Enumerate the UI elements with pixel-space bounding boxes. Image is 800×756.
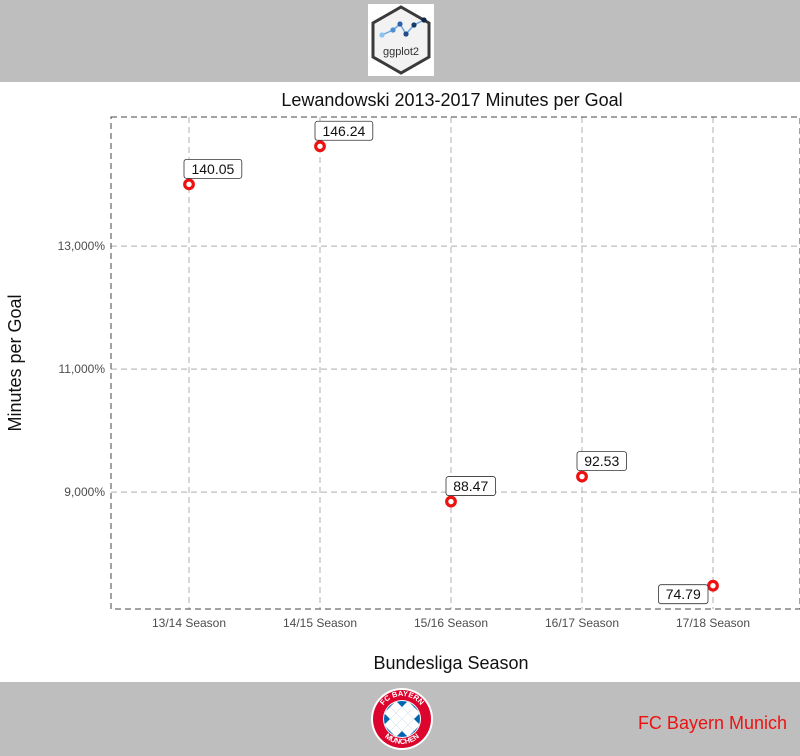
- data-label: 146.24: [314, 120, 374, 141]
- y-axis-label: Minutes per Goal: [5, 294, 25, 431]
- data-labels: 140.05 146.24 88.47 92.53 74.79: [183, 120, 709, 605]
- data-label-text: 146.24: [322, 123, 365, 139]
- club-name: FC Bayern Munich: [637, 713, 787, 733]
- x-axis-label: Bundesliga Season: [373, 653, 528, 673]
- data-point: [445, 495, 457, 508]
- ggplot2-logo-text: ggplot2: [383, 46, 419, 58]
- data-points: [183, 140, 719, 592]
- y-tick-label: 9,000%: [64, 485, 105, 499]
- data-point: [314, 140, 326, 153]
- badge-text-bottom: MÜNCHEN: [383, 732, 420, 747]
- x-tick-label: 16/17 Season: [545, 616, 619, 630]
- y-tick-label: 13,000%: [58, 239, 106, 253]
- data-point: [576, 470, 588, 483]
- data-label: 92.53: [576, 451, 627, 471]
- x-tick-label: 17/18 Season: [676, 616, 750, 630]
- scatter-chart: Lewandowski 2013-2017 Minutes per Goal 9…: [5, 90, 800, 673]
- data-label-text: 140.05: [191, 161, 234, 177]
- data-label-text: 74.79: [666, 586, 701, 602]
- data-label: 88.47: [445, 476, 496, 496]
- y-tick-label: 11,000%: [59, 362, 106, 376]
- data-point: [183, 178, 195, 191]
- fc-bayern-badge-icon: FC BAYERN MÜNCHEN: [371, 688, 433, 750]
- data-label-text: 92.53: [584, 453, 619, 469]
- x-gridlines: [188, 117, 714, 609]
- data-label-text: 88.47: [453, 478, 488, 494]
- x-tick-label: 14/15 Season: [283, 616, 357, 630]
- svg-text:MÜNCHEN: MÜNCHEN: [383, 732, 420, 747]
- x-tick-label: 13/14 Season: [152, 616, 226, 630]
- y-gridlines: [111, 245, 800, 493]
- x-tick-label: 15/16 Season: [414, 616, 488, 630]
- chart-title: Lewandowski 2013-2017 Minutes per Goal: [281, 90, 622, 110]
- plot-border: [110, 116, 800, 610]
- x-tick-labels: 13/14 Season 14/15 Season 15/16 Season 16/1…: [152, 616, 750, 630]
- data-label: 74.79: [658, 584, 709, 605]
- data-label: 140.05: [183, 158, 243, 179]
- ggplot2-logo: ggplot2: [368, 4, 434, 76]
- y-tick-labels: 9,000% 11,000% 13,000%: [58, 239, 106, 499]
- data-point: [707, 579, 719, 592]
